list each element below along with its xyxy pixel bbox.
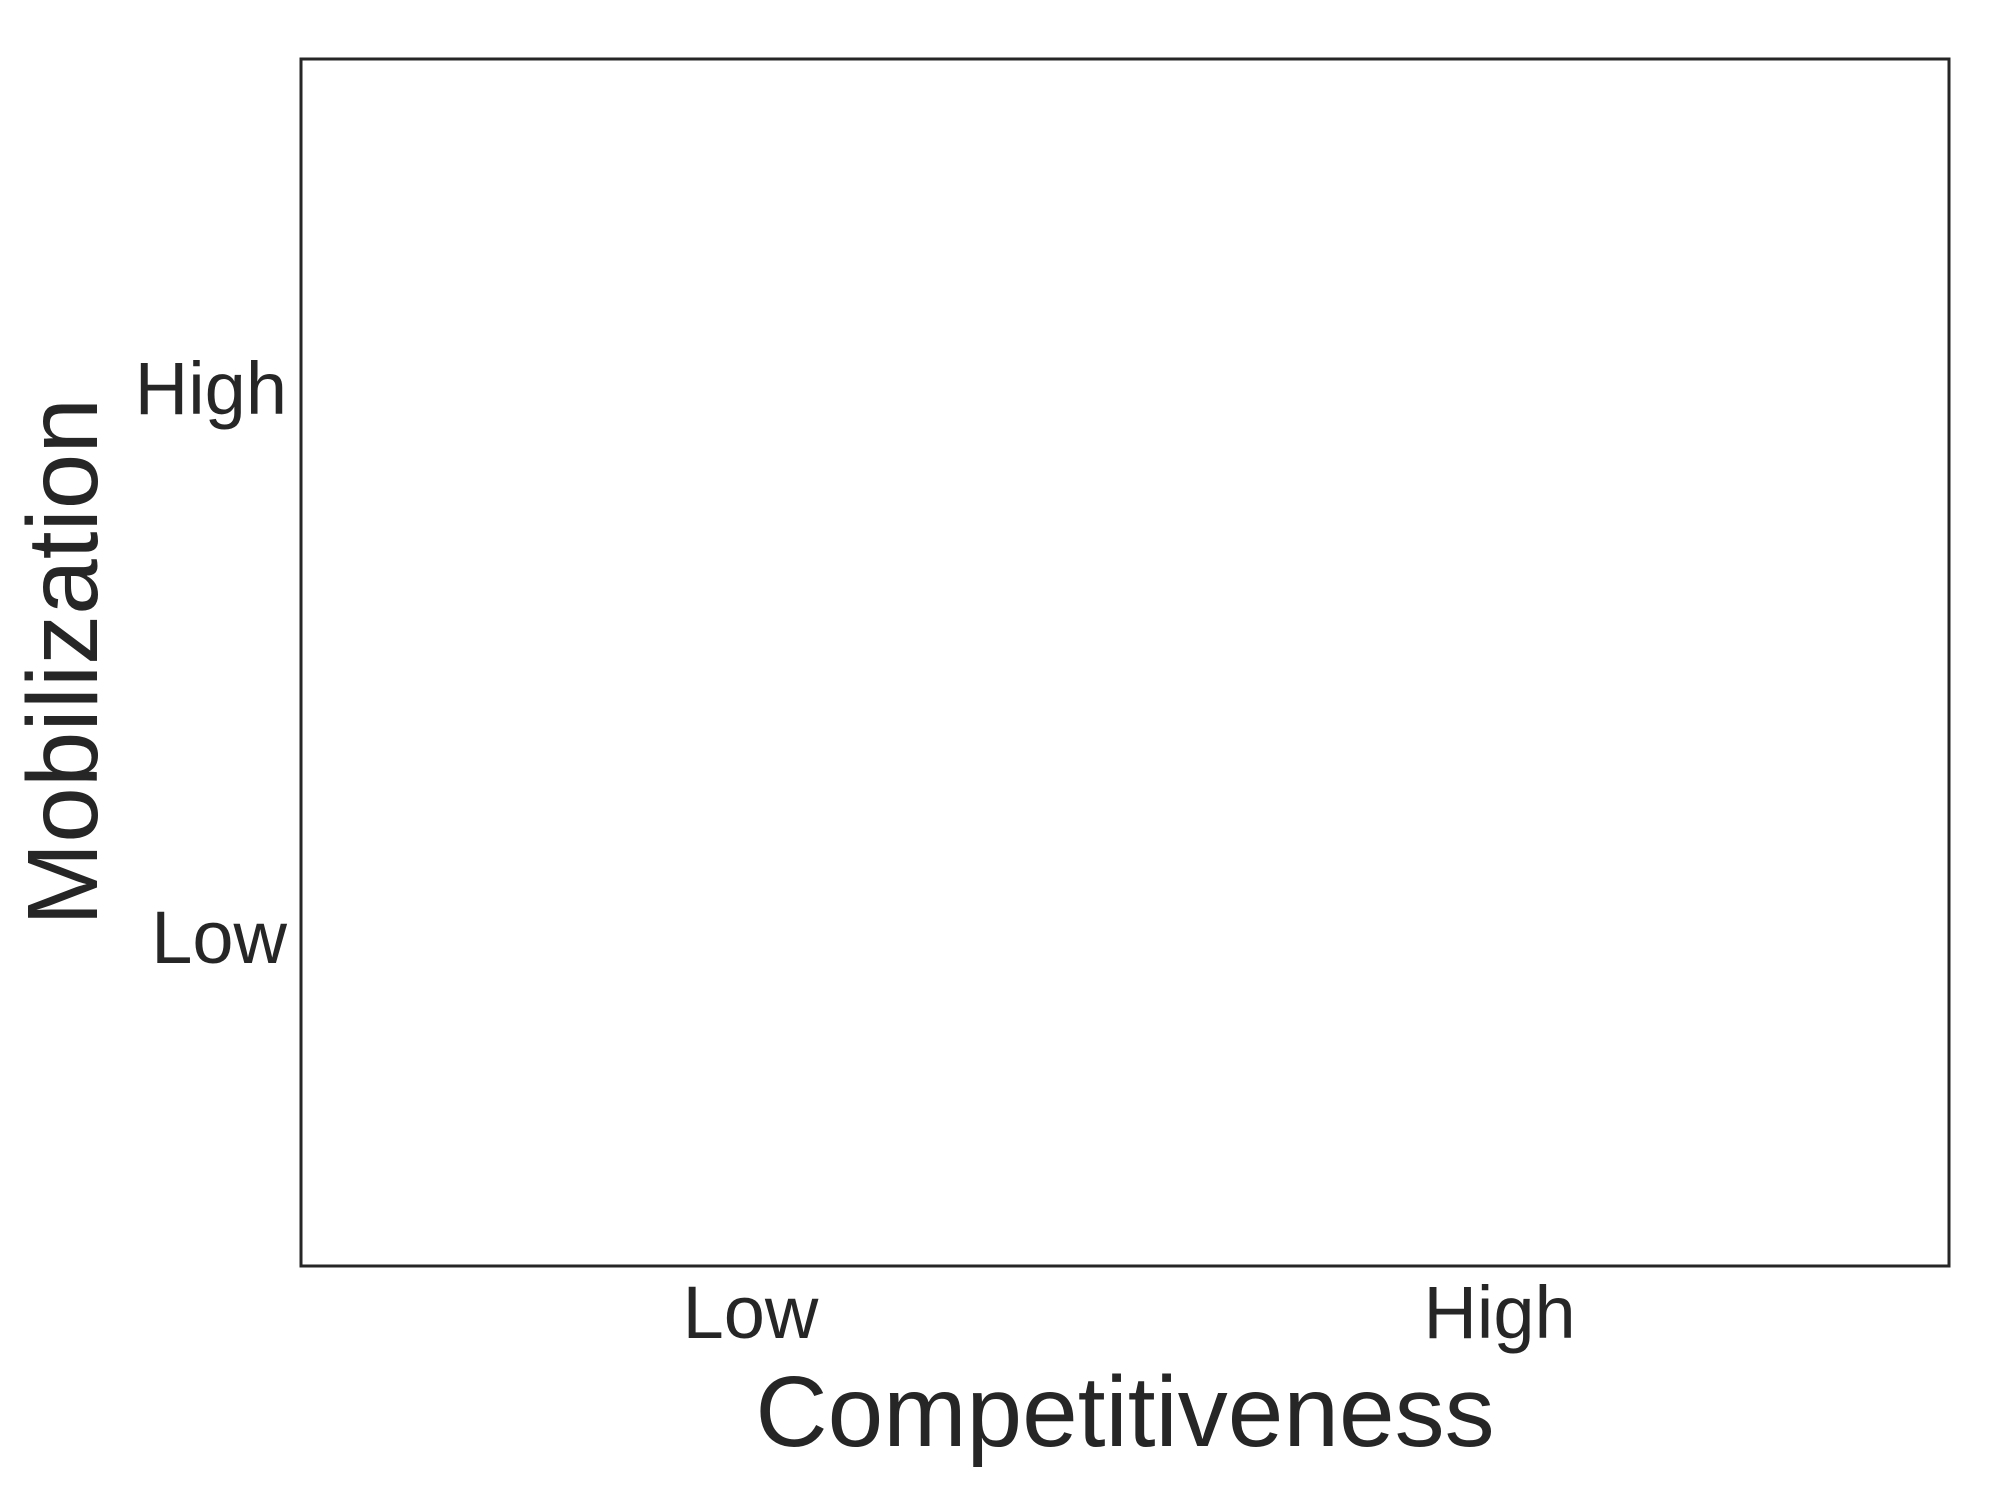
x-tick-label-low: Low — [683, 1271, 819, 1354]
y-axis-title: Mobilization — [7, 398, 119, 926]
y-axis-ticks: Low High — [135, 347, 288, 979]
plot-frame — [299, 57, 1951, 1268]
y-tick-label-low: Low — [151, 896, 287, 979]
x-axis-ticks: Low High — [683, 1271, 1576, 1354]
x-tick-label-high: High — [1423, 1271, 1575, 1354]
x-axis-title: Competitiveness — [755, 1356, 1494, 1468]
plot-background — [301, 59, 1949, 1266]
y-tick-label-high: High — [135, 347, 287, 430]
